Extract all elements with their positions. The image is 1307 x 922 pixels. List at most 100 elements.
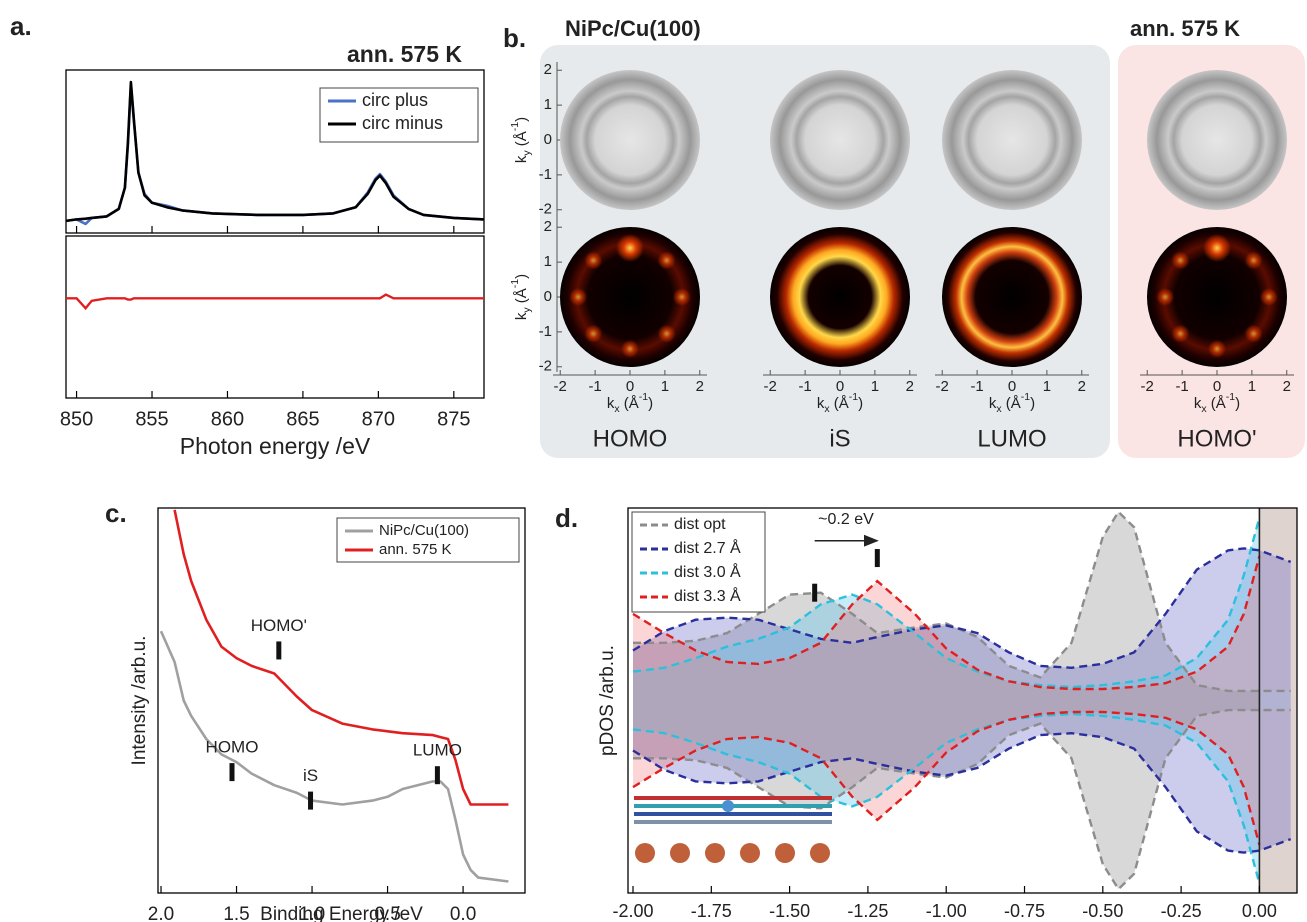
map-spot	[1171, 251, 1189, 269]
x-tick-label: -0.25	[1161, 901, 1202, 921]
x-tick-label: 0.0	[450, 904, 476, 922]
atom	[635, 843, 655, 863]
map-spot	[584, 251, 602, 269]
panel-label: c.	[105, 498, 127, 528]
x-tick-label: -2	[764, 378, 777, 395]
atom	[810, 843, 830, 863]
difference-line	[66, 295, 484, 309]
map-spot	[1208, 340, 1226, 358]
axis-label-part: )	[513, 274, 530, 279]
y-tick-label: 1	[544, 96, 552, 113]
legend-label: dist opt	[674, 516, 726, 533]
axis-label-part: (Å	[830, 395, 849, 412]
figure: a.850855860865870875circ pluscirc minusa…	[0, 0, 1307, 922]
x-tick-label: 1	[1043, 378, 1051, 395]
x-tick-label: 850	[60, 408, 93, 430]
axis-label-part: )	[1235, 395, 1240, 412]
map-spot	[1156, 288, 1174, 306]
map-spot	[658, 251, 676, 269]
x-axis-label: Photon energy /eV	[180, 433, 371, 459]
axis-label-part: )	[648, 395, 653, 412]
momentum-map-gray	[560, 70, 700, 210]
y-tick-label: -2	[539, 358, 552, 375]
axis-label-part: (Å	[1002, 395, 1021, 412]
y-tick-label: 2	[544, 218, 552, 235]
map-spot	[673, 288, 691, 306]
legend-label: circ minus	[362, 113, 443, 133]
x-tick-label: -2	[1141, 378, 1154, 395]
momentum-map-heat	[770, 227, 910, 367]
map-name: iS	[829, 425, 850, 452]
legend-label: ann. 575 K	[379, 541, 452, 558]
atom	[705, 843, 725, 863]
map-name: HOMO	[593, 425, 668, 452]
axis-label-part: -1	[509, 122, 521, 131]
axis-label-part: -1	[639, 391, 648, 403]
axis-label-part: -1	[509, 279, 521, 288]
x-tick-label: -1.50	[769, 901, 810, 921]
axis-label-part: (Å	[1207, 395, 1226, 412]
x-tick-label: 2	[906, 378, 914, 395]
layer	[634, 820, 832, 824]
x-tick-label: -0.50	[1082, 901, 1123, 921]
x-tick-label: -1	[970, 378, 983, 395]
momentum-map-heat	[942, 227, 1082, 367]
legend-label: dist 3.0 Å	[674, 562, 741, 581]
momentum-map-gray	[770, 70, 910, 210]
axis-label-part: -1	[1226, 391, 1235, 403]
annotation: LUMO	[413, 741, 462, 760]
legend-label: dist 2.7 Å	[674, 538, 741, 557]
x-tick-label: -1	[588, 378, 601, 395]
chart-title: ann. 575 K	[347, 41, 462, 67]
annotation: HOMO	[206, 738, 259, 757]
x-tick-label: 1	[1248, 378, 1256, 395]
y-axis-label: Intensity /arb.u.	[129, 636, 150, 766]
map-name: LUMO	[977, 425, 1046, 452]
layer	[634, 796, 832, 800]
x-tick-label: 2	[1283, 378, 1291, 395]
y-tick-label: 0	[544, 131, 552, 148]
axis-label: ky (Å-1)	[509, 117, 533, 163]
y-tick-label: 1	[544, 253, 552, 270]
x-tick-label: -1	[798, 378, 811, 395]
atom	[722, 800, 734, 812]
x-tick-label: 855	[135, 408, 168, 430]
atom	[740, 843, 760, 863]
map-spot	[1203, 234, 1231, 262]
annotation-marker	[308, 792, 313, 810]
panel-label: b.	[503, 23, 526, 53]
map-spot	[584, 325, 602, 343]
x-tick-label: -1.00	[926, 901, 967, 921]
axis-label-part: -1	[1021, 391, 1030, 403]
x-tick-label: 0	[836, 378, 844, 395]
y-tick-label: -1	[539, 166, 552, 183]
annotation-marker	[875, 549, 880, 567]
x-tick-label: -2.00	[612, 901, 653, 921]
x-tick-label: 1	[871, 378, 879, 395]
x-axis-label: Binding Energy /eV	[260, 904, 423, 922]
y-tick-label: 2	[544, 61, 552, 78]
x-tick-label: 2	[1078, 378, 1086, 395]
annotation-marker	[812, 584, 817, 602]
annotation: HOMO'	[251, 616, 307, 635]
x-tick-label: 0	[1008, 378, 1016, 395]
atom	[775, 843, 795, 863]
map-name: HOMO'	[1177, 425, 1256, 452]
momentum-map-gray	[1147, 70, 1287, 210]
legend-label: circ plus	[362, 90, 428, 110]
annotation: iS	[303, 766, 318, 785]
legend-label: dist 3.3 Å	[674, 586, 741, 605]
axis-label-part: (Å	[513, 288, 530, 307]
x-tick-label: 865	[286, 408, 319, 430]
x-tick-label: 2.0	[148, 904, 174, 922]
panel-label: d.	[555, 503, 578, 533]
momentum-map-gray	[942, 70, 1082, 210]
y-tick-label: 0	[544, 288, 552, 305]
x-tick-label: 0	[1213, 378, 1221, 395]
map-spot	[1260, 288, 1278, 306]
x-tick-label: -1.75	[691, 901, 732, 921]
panel-label: a.	[10, 11, 32, 41]
map-spot	[1245, 325, 1263, 343]
annotation-marker	[276, 641, 281, 659]
axis-label: ky (Å-1)	[509, 274, 533, 320]
